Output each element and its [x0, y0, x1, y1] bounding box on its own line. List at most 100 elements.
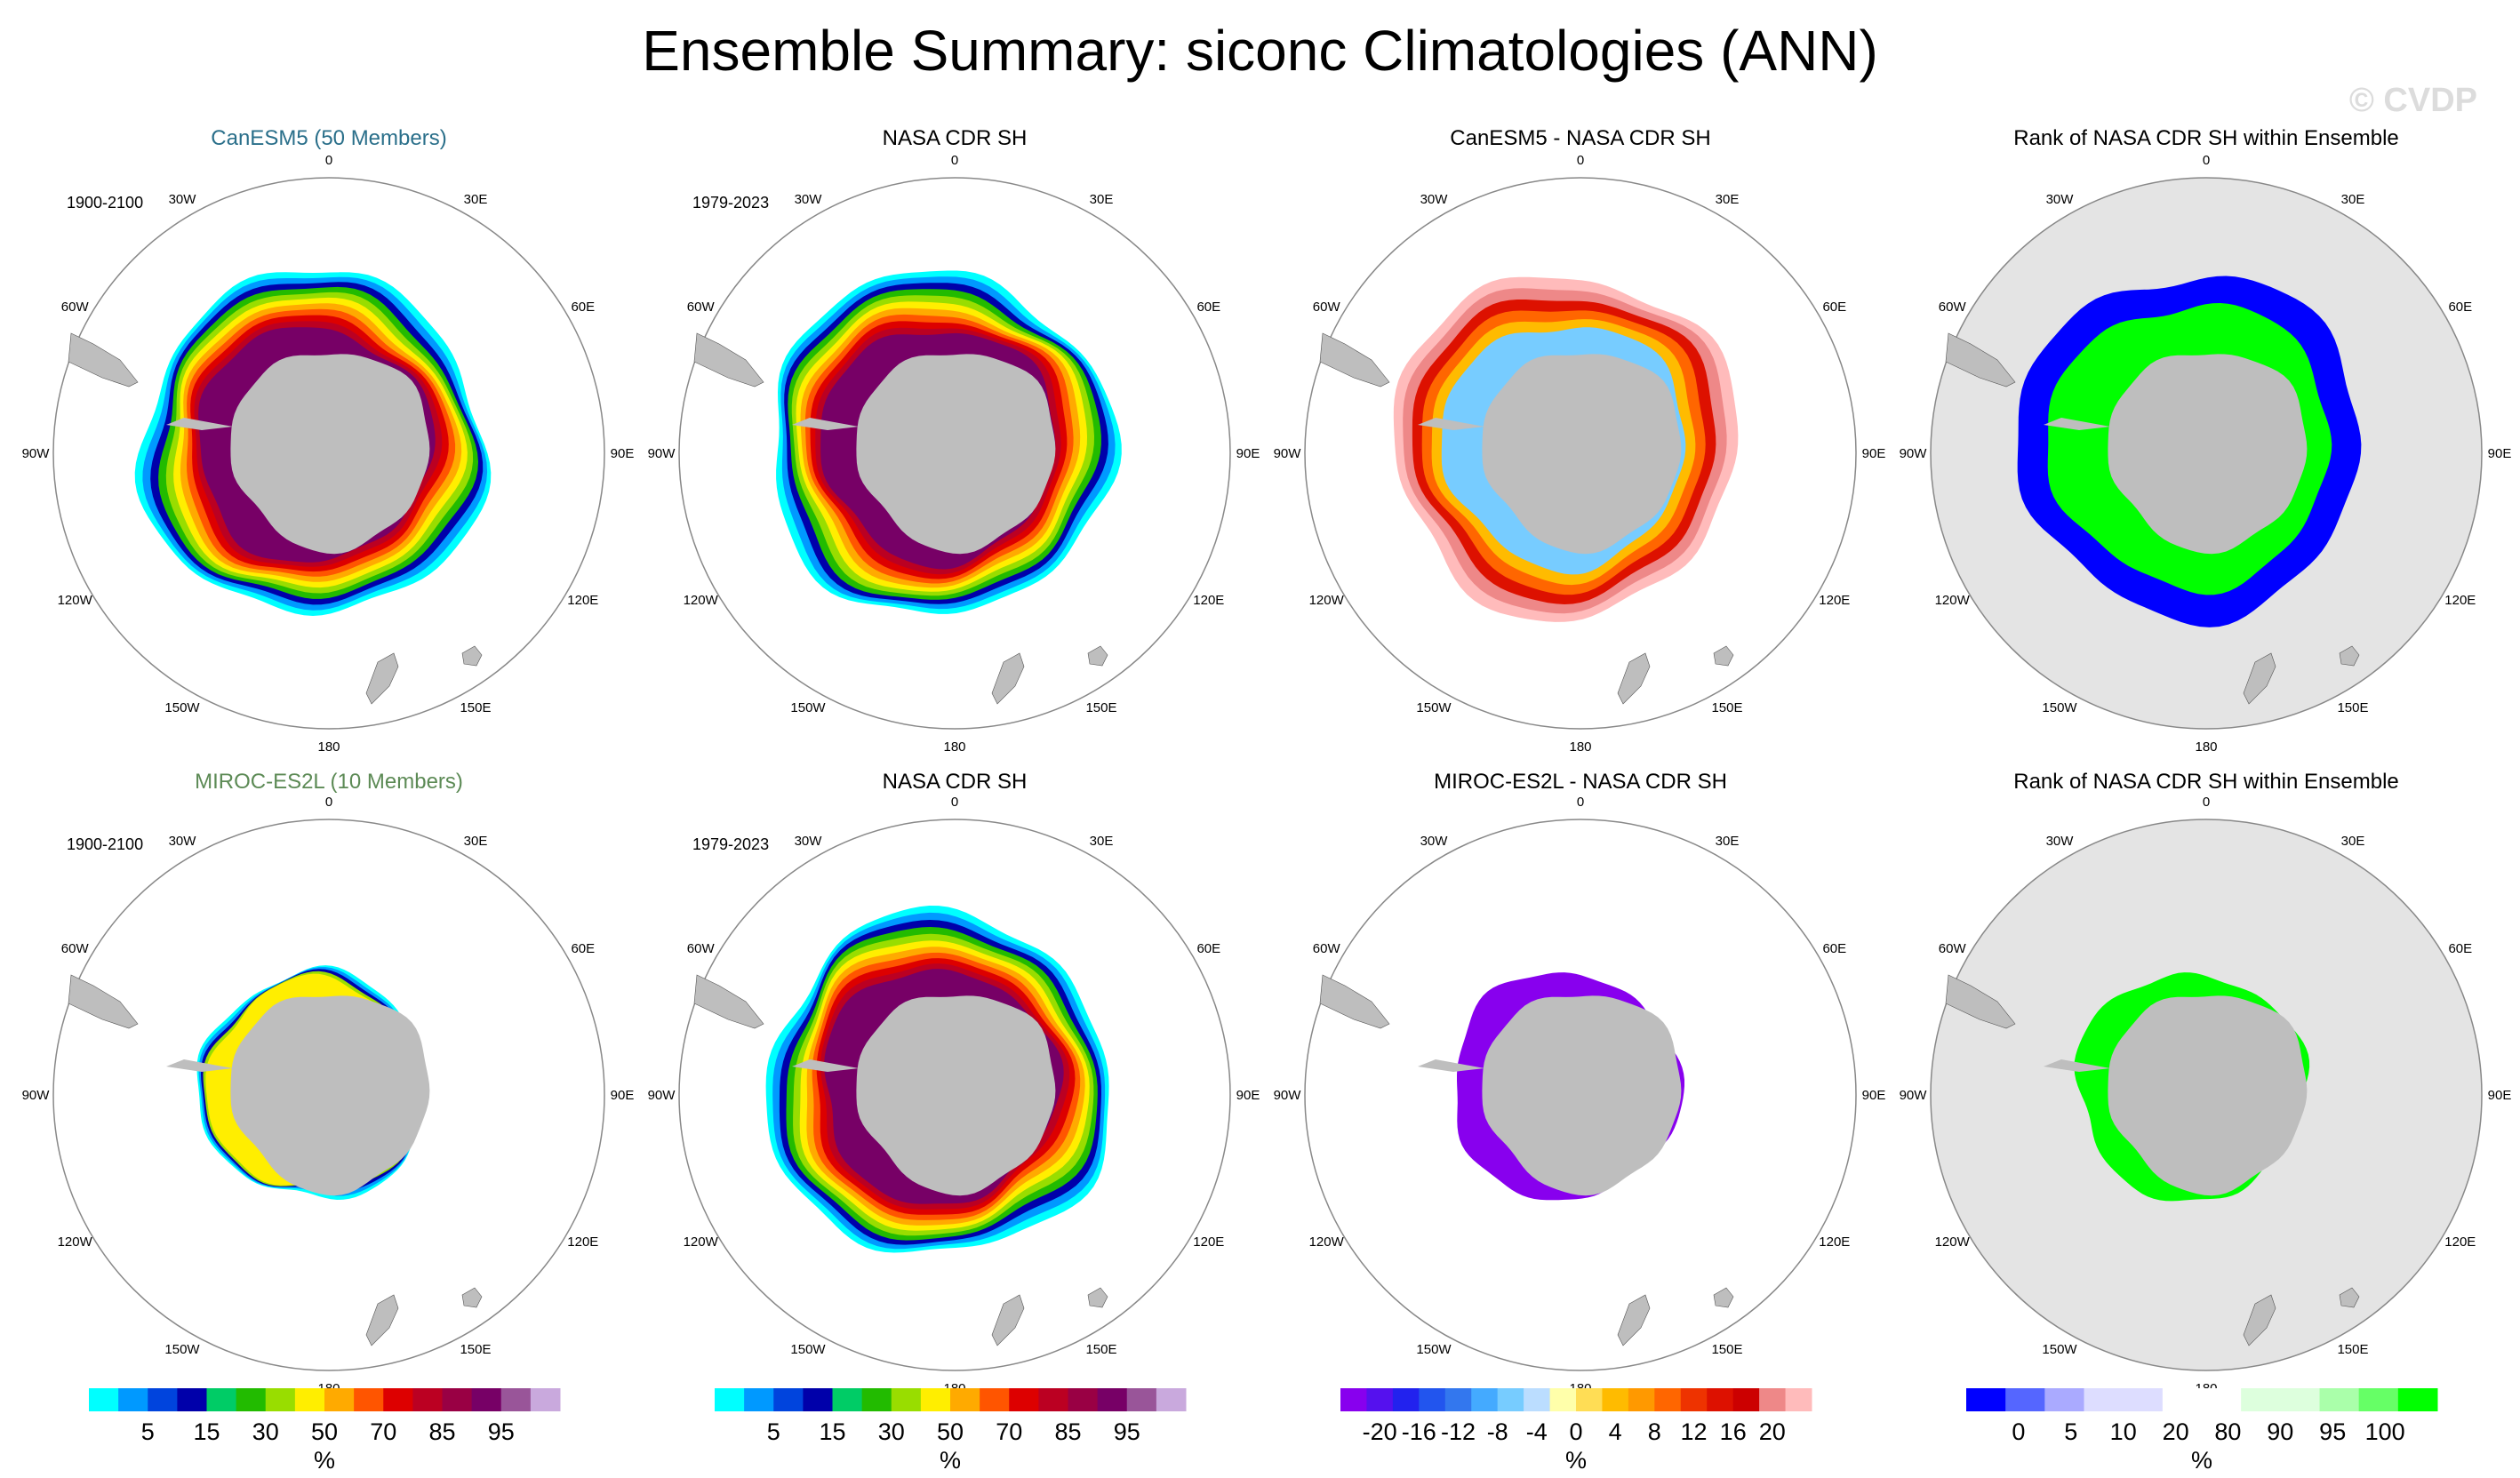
longitude-label: 120W	[58, 1234, 93, 1250]
longitude-label: 90E	[1862, 446, 1886, 461]
main-title: Ensemble Summary: siconc Climatologies (…	[642, 19, 1878, 83]
colorbar-swatch	[1680, 1388, 1708, 1411]
longitude-label: 150E	[1085, 1342, 1116, 1357]
colorbar-swatch	[1628, 1388, 1655, 1411]
longitude-label: 150E	[1711, 1342, 1742, 1357]
longitude-label: 150W	[790, 1342, 826, 1357]
longitude-label: 30W	[795, 834, 823, 849]
longitude-label: 90W	[648, 1088, 676, 1103]
colorbar-swatch	[1497, 1388, 1524, 1411]
colorbar-tick-label: 20	[1759, 1418, 1786, 1445]
panel-title: CanESM5 (50 Members)	[211, 126, 447, 150]
colorbar-tick-label: 95	[1114, 1418, 1140, 1445]
colorbar-swatch	[1156, 1388, 1187, 1411]
longitude-label: 120E	[1819, 1234, 1850, 1250]
colorbar-tick-label: 5	[141, 1418, 155, 1445]
colorbar-tick-label: 85	[428, 1418, 455, 1445]
longitude-label: 120W	[684, 593, 719, 608]
colorbar-tick-label: 30	[878, 1418, 905, 1445]
colorbar-swatch	[1126, 1388, 1157, 1411]
longitude-label: 60E	[2448, 941, 2472, 956]
longitude-label: 90W	[1900, 446, 1928, 461]
colorbar-tick-label: 85	[1054, 1418, 1081, 1445]
longitude-label: 150E	[1711, 700, 1742, 715]
colorbar-swatch	[1009, 1388, 1039, 1411]
south-america	[693, 974, 764, 1029]
longitude-label: 120E	[2444, 593, 2476, 608]
south-america	[1319, 974, 1390, 1029]
antarctica	[230, 995, 430, 1196]
colorbar-swatch	[89, 1388, 119, 1411]
colorbar-swatch	[1549, 1388, 1577, 1411]
longitude-label: 150E	[2337, 700, 2368, 715]
antarctica	[1482, 354, 1682, 555]
peninsula	[1418, 1059, 1484, 1072]
colorbar-tick-label: 15	[819, 1418, 845, 1445]
longitude-label: 150W	[2042, 1342, 2077, 1357]
colorbar-swatch	[1038, 1388, 1068, 1411]
tasmania	[461, 1287, 483, 1308]
longitude-label: 60E	[2448, 300, 2472, 315]
longitude-label: 150E	[2337, 1342, 2368, 1357]
colorbar-swatch	[950, 1388, 980, 1411]
colorbar-swatch	[773, 1388, 804, 1411]
new-zealand	[365, 652, 399, 705]
south-america	[693, 332, 764, 387]
south-america	[68, 332, 139, 387]
longitude-label: 30E	[464, 834, 488, 849]
colorbar-swatch	[1068, 1388, 1099, 1411]
colorbar-swatch	[148, 1388, 178, 1411]
colorbar-swatch	[1732, 1388, 1760, 1411]
longitude-label: 120W	[1309, 1234, 1345, 1250]
longitude-label: 30E	[1716, 834, 1740, 849]
colorbar: -20 -16 -12 -8 -4 0 4 8 12 16 20%	[1340, 1388, 1812, 1474]
colorbar-swatch	[920, 1388, 951, 1411]
colorbar-swatch	[803, 1388, 833, 1411]
peninsula	[2044, 418, 2110, 430]
longitude-label: 150W	[790, 700, 826, 715]
colorbar: 5 15 30 50 70 85 95%	[715, 1388, 1187, 1474]
colorbar-swatch	[832, 1388, 863, 1411]
longitude-label: 60E	[1196, 941, 1220, 956]
longitude-label: 60W	[1313, 941, 1341, 956]
longitude-label: 60E	[1822, 300, 1846, 315]
longitude-label: 60E	[1196, 300, 1220, 315]
colorbar-swatch	[1576, 1388, 1603, 1411]
longitude-label: 120E	[2444, 1234, 2476, 1250]
longitude-label: 60E	[1822, 941, 1846, 956]
panel-title: Rank of NASA CDR SH within Ensemble	[2013, 126, 2399, 150]
longitude-label: 30W	[1420, 192, 1449, 207]
new-zealand	[1617, 1294, 1651, 1346]
tasmania	[2339, 1287, 2360, 1308]
new-zealand	[365, 1294, 399, 1346]
colorbar-swatch	[294, 1388, 325, 1411]
longitude-label: 90E	[611, 446, 635, 461]
colorbar-swatch	[2280, 1388, 2320, 1411]
longitude-label: 150W	[164, 700, 200, 715]
colorbar-swatch	[383, 1388, 413, 1411]
colorbar-swatch	[236, 1388, 267, 1411]
longitude-label: 30W	[2046, 834, 2075, 849]
colorbar-swatch	[744, 1388, 774, 1411]
colorbar-swatch	[118, 1388, 148, 1411]
longitude-label: 120W	[58, 593, 93, 608]
colorbar-swatch	[1366, 1388, 1394, 1411]
colorbar-tick-label: -16	[1402, 1418, 1436, 1445]
colorbar-swatch	[2162, 1388, 2203, 1411]
peninsula	[166, 418, 233, 430]
colorbar-unit: %	[1565, 1447, 1587, 1474]
colorbar-tick-label: 10	[2110, 1418, 2137, 1445]
colorbar-swatch	[324, 1388, 355, 1411]
longitude-label: 30E	[2341, 834, 2365, 849]
colorbar-swatch	[1471, 1388, 1499, 1411]
colorbar-tick-label: 16	[1720, 1418, 1747, 1445]
longitude-label: 0	[325, 795, 332, 810]
tasmania	[2339, 645, 2360, 667]
longitude-label: 0	[325, 153, 332, 168]
colorbar-tick-label: 4	[1609, 1418, 1622, 1445]
longitude-label: 90E	[2488, 1088, 2512, 1103]
longitude-label: 30W	[169, 834, 197, 849]
